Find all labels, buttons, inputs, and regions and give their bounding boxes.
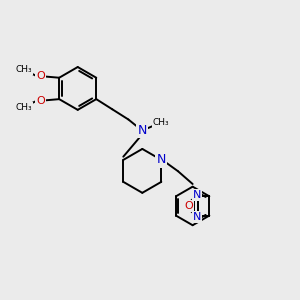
Text: O: O bbox=[37, 71, 45, 81]
Text: N: N bbox=[157, 153, 166, 167]
Text: N: N bbox=[138, 124, 147, 137]
Text: N: N bbox=[193, 212, 201, 222]
Text: O: O bbox=[37, 96, 45, 106]
Text: CH₃: CH₃ bbox=[153, 118, 169, 127]
Text: O: O bbox=[184, 201, 193, 211]
Text: N: N bbox=[193, 190, 201, 200]
Text: CH₃: CH₃ bbox=[16, 103, 32, 112]
Text: CH₃: CH₃ bbox=[16, 65, 32, 74]
